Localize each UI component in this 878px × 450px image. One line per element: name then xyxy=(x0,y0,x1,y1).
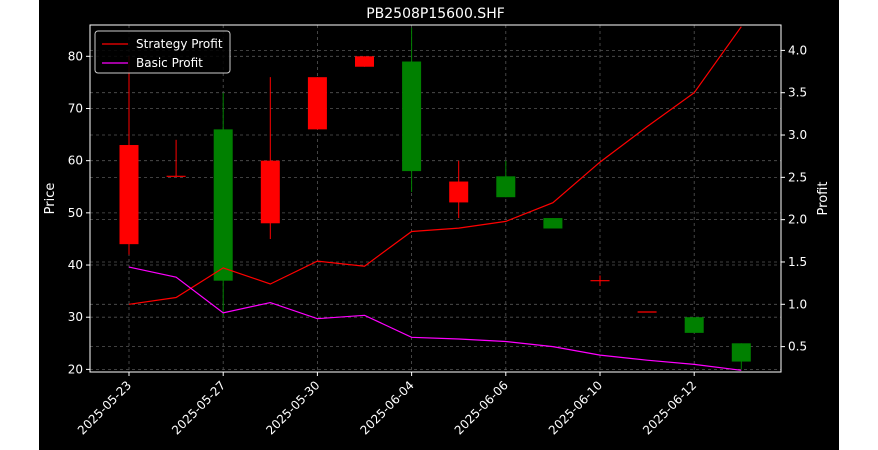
y-axis-title: Price xyxy=(43,183,58,215)
chart-figure: 20 30 40 50 60 70 80 0.5 1.0 1.5 2.0 2.5 3.0 3.5 4.0 20… xyxy=(39,0,839,450)
y2-tick-label: 4.0 xyxy=(788,43,807,57)
y-tick-label: 50 xyxy=(68,206,83,220)
y2-axis-title: Profit xyxy=(816,182,831,216)
y2-tick-label: 1.5 xyxy=(788,255,807,269)
y-tick-label: 20 xyxy=(68,362,83,376)
y2-tick-label: 3.5 xyxy=(788,86,807,100)
x-tick-label: 2025-06-12 xyxy=(640,378,699,437)
candlestick-chart: 20 30 40 50 60 70 80 0.5 1.0 1.5 2.0 2.5 3.0 3.5 4.0 20… xyxy=(43,6,831,437)
y-tick-label: 80 xyxy=(68,49,83,63)
chart-title: PB2508P15600.SHF xyxy=(366,6,505,22)
candle-body xyxy=(307,77,327,130)
y2-tick-label: 3.0 xyxy=(788,128,807,142)
x-tick-label: 2025-06-04 xyxy=(358,378,417,437)
y2-tick-label: 0.5 xyxy=(788,340,807,354)
y-tick-label: 40 xyxy=(68,258,83,272)
legend-label-basic: Basic Profit xyxy=(136,56,203,70)
x-tick-label: 2025-05-30 xyxy=(263,378,322,437)
candle-body xyxy=(449,181,469,203)
candle-body xyxy=(496,176,516,198)
candle-body xyxy=(355,56,374,67)
profit-lines xyxy=(128,26,742,371)
legend-box xyxy=(94,30,231,74)
y2-tick-label: 2.5 xyxy=(788,170,807,184)
y-tick-label: 60 xyxy=(68,154,83,168)
candle-body xyxy=(731,343,751,362)
legend-label-strategy: Strategy Profit xyxy=(136,37,223,51)
strategy-profit-line xyxy=(128,26,742,305)
candle-body xyxy=(119,145,139,245)
y-tick-label: 30 xyxy=(68,310,83,324)
candle-body xyxy=(402,61,422,172)
y-tick-label: 70 xyxy=(68,101,83,115)
x-tick-label: 2025-06-06 xyxy=(452,378,511,437)
grid xyxy=(90,25,781,372)
candle-body xyxy=(543,218,563,229)
y2-tick-label: 1.0 xyxy=(788,297,807,311)
candle-body xyxy=(213,129,233,281)
candles xyxy=(119,27,751,370)
basic-profit-line xyxy=(128,266,742,371)
x-tick-label: 2025-05-23 xyxy=(75,378,134,437)
x-tick-label: 2025-06-10 xyxy=(546,378,605,437)
candle-body xyxy=(684,317,704,333)
y2-tick-label: 2.0 xyxy=(788,213,807,227)
axes: 20 30 40 50 60 70 80 0.5 1.0 1.5 2.0 2.5 3.0 3.5 4.0 20… xyxy=(68,43,807,437)
candle-body xyxy=(260,160,280,224)
legend: Strategy Profit Basic Profit xyxy=(94,30,231,74)
x-tick-label: 2025-05-27 xyxy=(169,378,228,437)
plot-frame xyxy=(89,24,782,373)
